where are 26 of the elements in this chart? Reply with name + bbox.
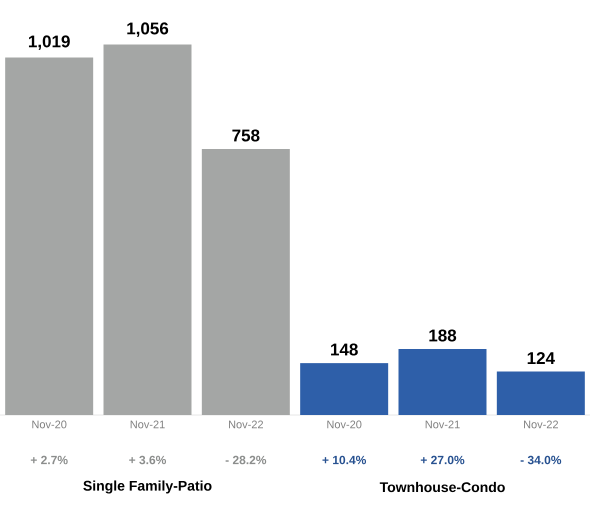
- bar: [202, 149, 290, 415]
- data-label: 758: [232, 129, 260, 142]
- bar: [300, 363, 388, 415]
- x-tick-label: Nov-21: [130, 420, 165, 428]
- text: - 28.2%: [226, 456, 266, 464]
- data-label: 1,019: [28, 35, 70, 50]
- text: Single Family-Patio: [83, 480, 212, 494]
- bar: [496, 371, 585, 415]
- bar: [398, 349, 486, 415]
- x-tick-label: Nov-21: [426, 420, 460, 428]
- bar: [5, 57, 94, 415]
- x-tick-label: Nov-22: [524, 420, 558, 428]
- text: - 34.0%: [520, 456, 562, 464]
- data-label: 124: [528, 352, 555, 364]
- data-label: 1,056: [127, 22, 168, 37]
- text: + 3.6%: [129, 456, 166, 464]
- text: Townhouse-Condo: [380, 482, 505, 492]
- data-label: 188: [429, 329, 456, 342]
- x-tick-label: Nov-20: [32, 420, 66, 428]
- x-tick-label: Nov-20: [327, 420, 362, 428]
- data-label: 148: [331, 344, 358, 356]
- text: + 10.4%: [322, 456, 366, 464]
- text: + 27.0%: [420, 456, 464, 464]
- bar: [104, 44, 192, 415]
- text: + 2.7%: [30, 456, 68, 464]
- x-tick-label: Nov-22: [229, 420, 264, 428]
